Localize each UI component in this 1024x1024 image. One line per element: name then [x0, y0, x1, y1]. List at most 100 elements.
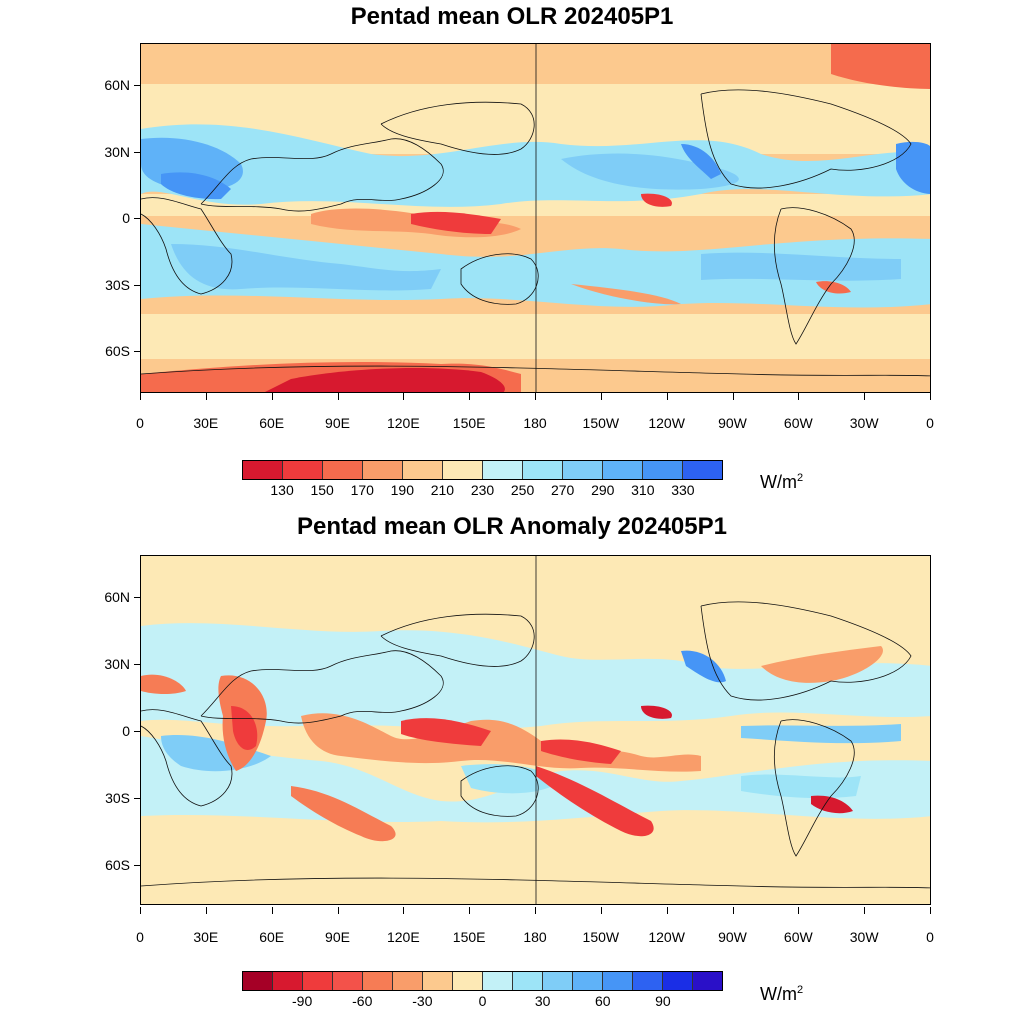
lon-tick-label: 90W [718, 415, 747, 431]
unit-exponent: 2 [796, 984, 804, 996]
olr-anomaly-map-title: Pentad mean OLR Anomaly 202405P1 [297, 513, 727, 540]
lat-tick-mark [134, 284, 140, 286]
unit-base: W/m [760, 472, 797, 492]
colorbar-swatch [403, 461, 443, 479]
lat-tick-mark [134, 731, 140, 732]
lon-tick-mark [271, 393, 273, 400]
colorbar-tick-label: 90 [655, 993, 671, 1009]
lon-tick-label: 60E [259, 929, 285, 945]
lon-tick-mark [666, 907, 668, 914]
colorbar-tick-label: 0 [478, 993, 487, 1009]
lon-tick-label: 120W [648, 929, 685, 945]
colorbar-tick-label: 170 [350, 482, 374, 498]
colorbar-tick-label: -60 [352, 993, 373, 1009]
lon-tick-mark [732, 393, 734, 400]
lon-tick-label: 60W [783, 415, 813, 431]
colorbar-tick-label: 210 [430, 482, 455, 498]
lon-tick-label: 150E [452, 415, 486, 431]
lon-tick-label: 30E [193, 929, 219, 945]
colorbar-swatch [483, 461, 523, 479]
olr-colorbar-unit: W/m2 [760, 468, 803, 492]
colorbar-tick-label: 150 [310, 482, 334, 498]
lon-tick-mark [403, 393, 405, 400]
colorbar-swatch [563, 461, 603, 479]
lat-tick-label: 30S [105, 789, 130, 806]
lat-tick-label: 60S [105, 856, 130, 873]
lat-tick-label: 0 [122, 723, 130, 739]
lon-tick-label: 150W [582, 929, 620, 945]
lon-tick-label: 120W [648, 415, 685, 431]
colorbar-swatch [513, 972, 543, 990]
lon-tick-mark [271, 907, 273, 914]
colorbar-tick-label: 270 [550, 482, 575, 498]
colorbar-swatch [393, 972, 423, 990]
lon-tick-label: 150W [582, 415, 620, 431]
colorbar-tick-label: 230 [470, 482, 495, 498]
colorbar-tick-label: 290 [591, 482, 615, 498]
colorbar-swatch [523, 461, 563, 479]
lat-tick-label: 60N [104, 589, 130, 606]
colorbar-swatch [423, 972, 453, 990]
lon-tick-mark [864, 907, 866, 914]
lon-tick-mark [666, 393, 668, 400]
lon-tick-mark [732, 907, 734, 914]
colorbar-swatch [633, 972, 663, 990]
colorbar-swatch [643, 461, 683, 479]
lon-tick-mark [535, 393, 536, 400]
lat-tick-mark [134, 85, 140, 86]
lat-tick-label: 60S [105, 343, 130, 359]
olr-colorbar [242, 460, 723, 480]
lon-tick-mark [930, 907, 931, 914]
lon-tick-mark [469, 393, 471, 400]
colorbar-swatch [273, 972, 303, 990]
lon-tick-mark [600, 393, 602, 400]
lon-tick-label: 60E [259, 415, 285, 431]
lon-tick-mark [337, 393, 339, 400]
colorbar-swatch [683, 461, 722, 479]
lon-tick-label: 90E [325, 415, 350, 431]
lon-tick-label: 0 [926, 415, 934, 431]
colorbar-swatch [573, 972, 603, 990]
lat-tick-mark [134, 351, 140, 352]
colorbar-swatch [363, 461, 403, 479]
colorbar-swatch [663, 972, 693, 990]
lon-tick-mark [205, 393, 207, 400]
olr-anomaly-map [140, 555, 931, 905]
lon-tick-label: 150E [452, 929, 486, 945]
colorbar-tick-label: 250 [510, 482, 535, 498]
colorbar-swatch [243, 972, 273, 990]
lon-tick-label: 0 [136, 415, 144, 431]
lat-tick-label: 30S [105, 276, 130, 293]
lat-tick-mark [134, 151, 140, 153]
lon-tick-label: 90E [325, 929, 350, 945]
colorbar-swatch [303, 972, 333, 990]
lat-tick-label: 60N [104, 77, 130, 93]
lat-tick-label: 0 [122, 210, 130, 226]
lat-tick-label: 30N [104, 656, 130, 673]
colorbar-swatch [603, 461, 643, 479]
olr-map-title: Pentad mean OLR 202405P1 [350, 3, 674, 30]
lon-tick-label: 30W [849, 415, 879, 431]
lon-tick-label: 120E [386, 929, 420, 945]
colorbar-tick-label: 60 [594, 993, 611, 1009]
olr-anomaly-colorbar-unit: W/m2 [760, 980, 803, 1004]
lon-tick-mark [469, 907, 471, 914]
colorbar-swatch [283, 461, 323, 479]
lon-tick-label: 180 [523, 415, 547, 431]
colorbar-swatch [443, 461, 483, 479]
lon-tick-mark [140, 907, 141, 914]
lon-tick-mark [337, 907, 339, 914]
colorbar-swatch [323, 461, 363, 479]
lon-tick-mark [205, 907, 207, 914]
lon-tick-label: 30W [849, 929, 879, 945]
colorbar-tick-label: -30 [412, 993, 433, 1009]
lon-tick-label: 90W [718, 929, 747, 945]
lon-tick-label: 0 [136, 929, 144, 945]
lat-tick-mark [134, 797, 140, 799]
unit-exponent: 2 [796, 472, 804, 484]
lat-tick-label: 30N [104, 143, 130, 160]
colorbar-tick-label: 30 [534, 993, 551, 1009]
colorbar-swatch [453, 972, 483, 990]
lon-tick-label: 0 [926, 929, 934, 945]
lon-tick-mark [140, 393, 141, 400]
